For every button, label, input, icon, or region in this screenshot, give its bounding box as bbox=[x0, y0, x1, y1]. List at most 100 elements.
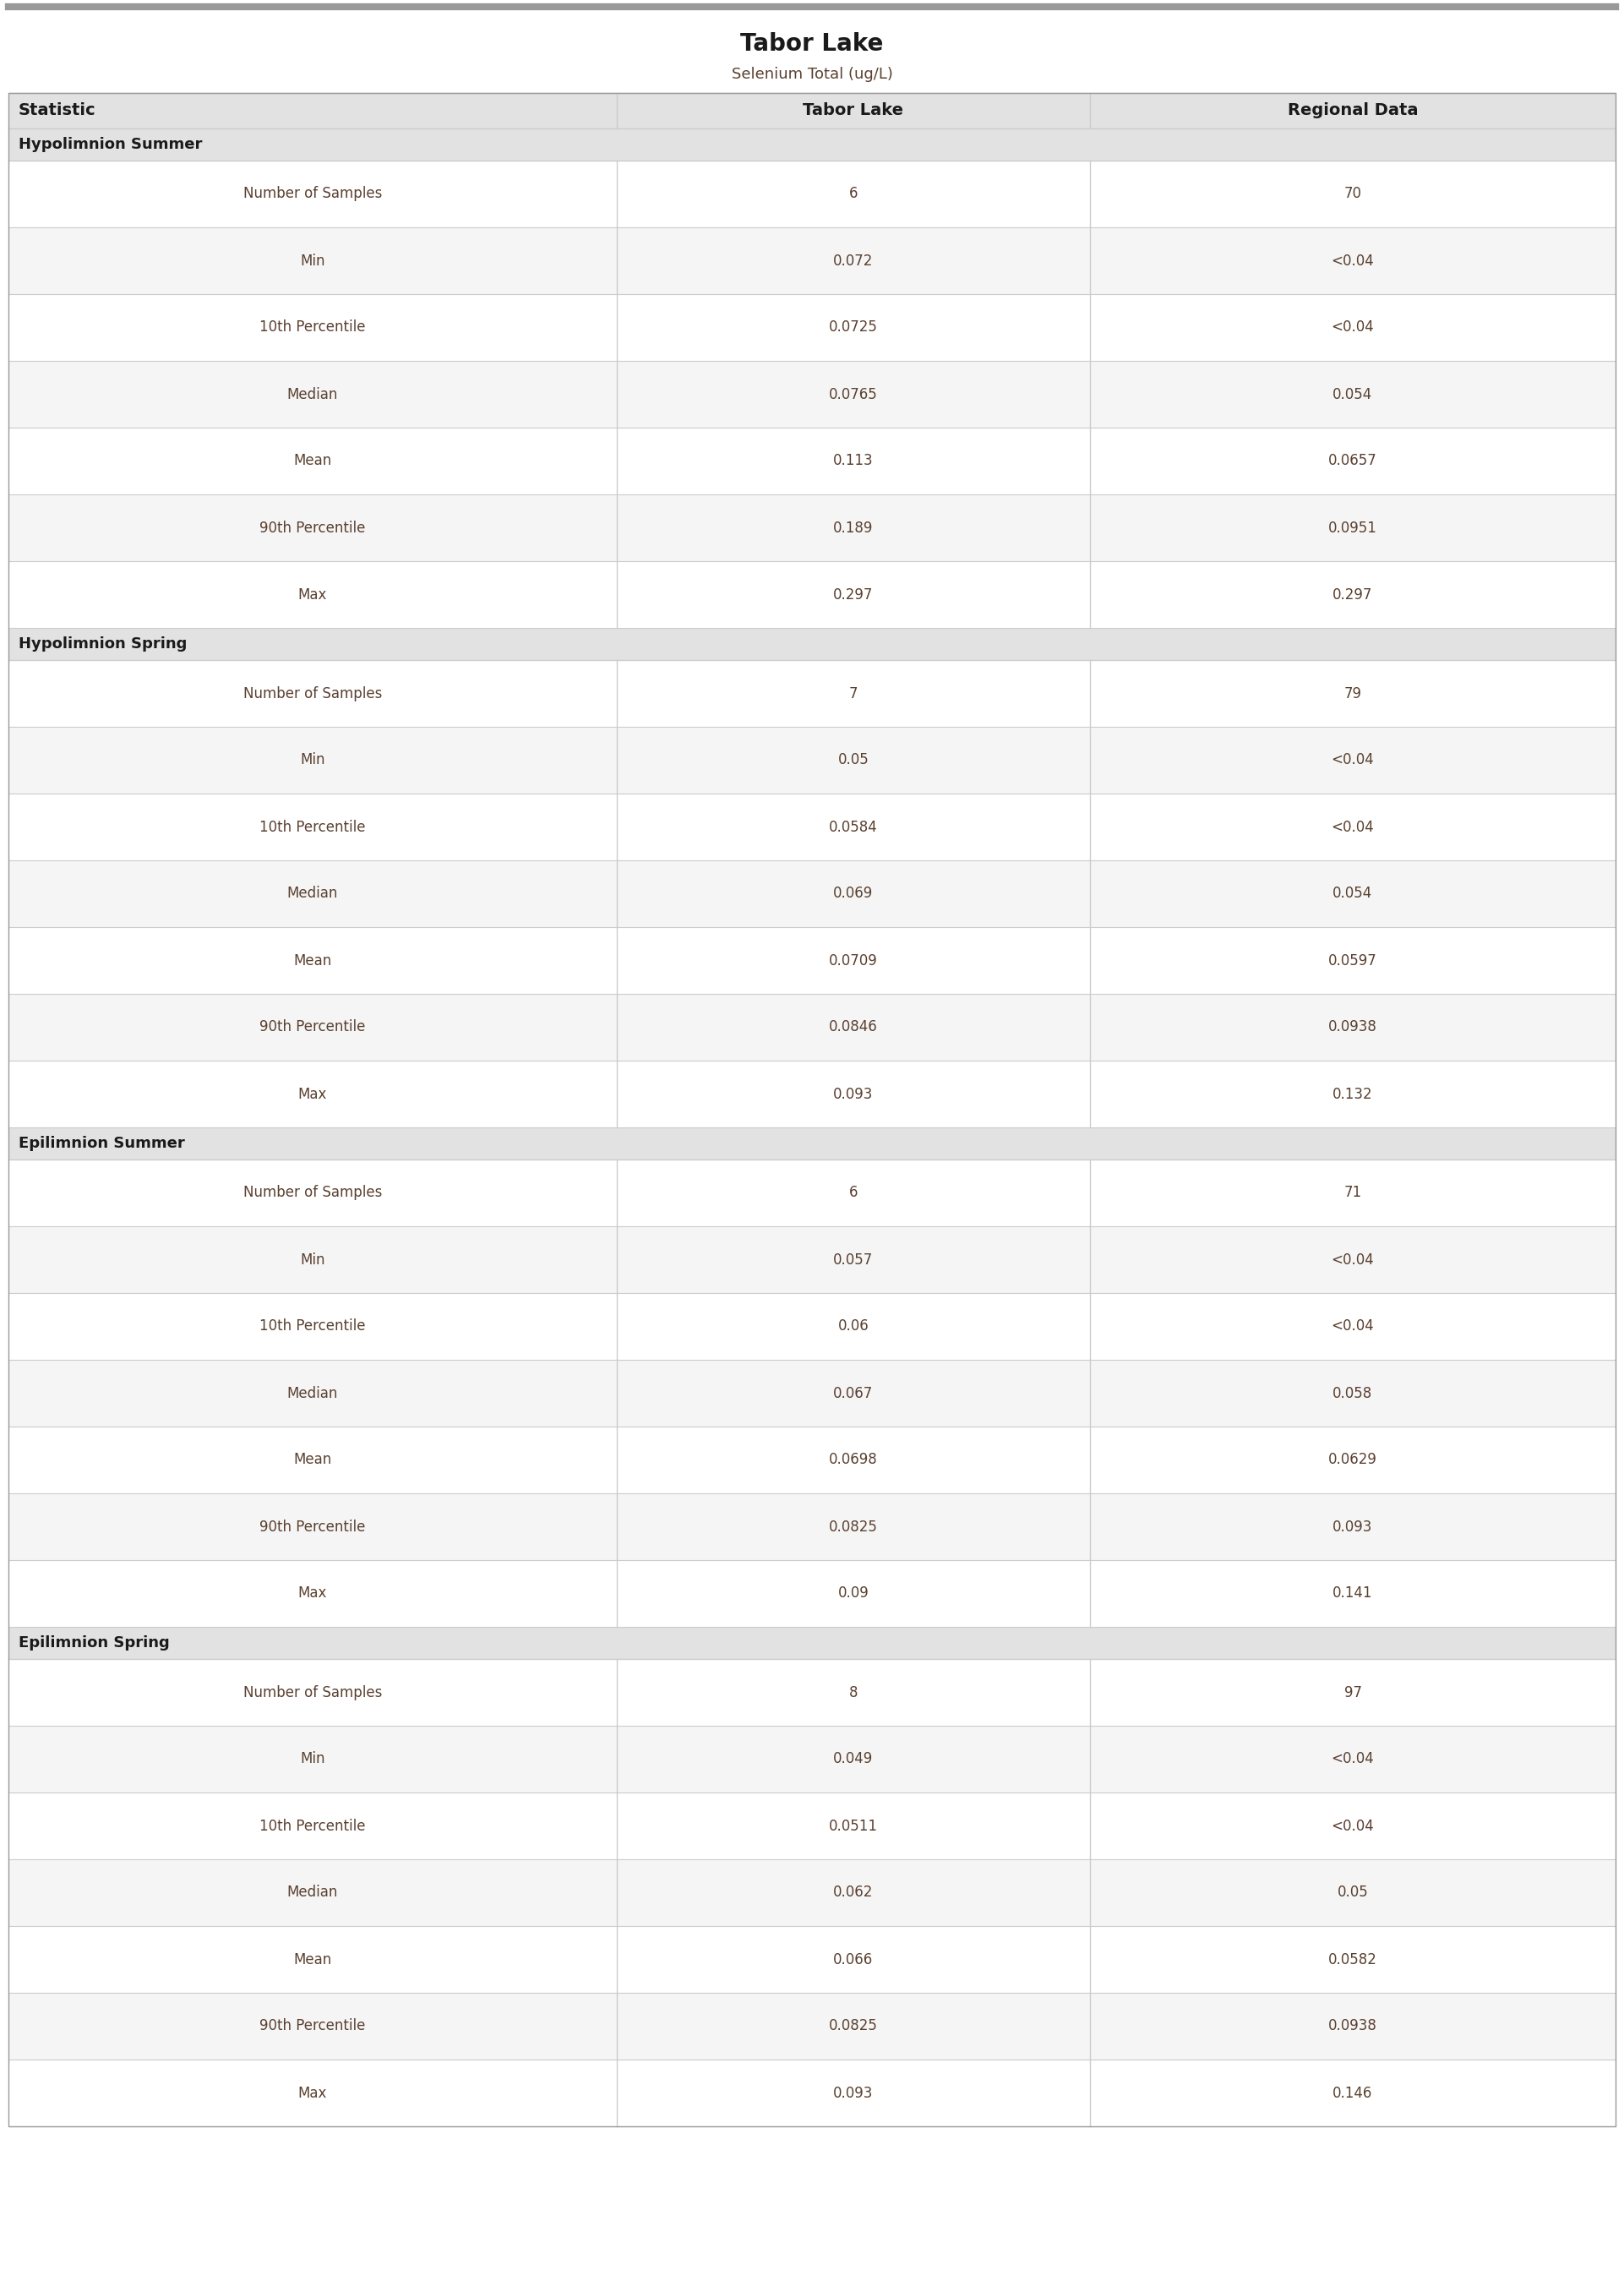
Text: 79: 79 bbox=[1345, 686, 1361, 701]
Bar bbox=[8, 1294, 1616, 1360]
Text: Mean: Mean bbox=[294, 953, 331, 967]
Text: 90th Percentile: 90th Percentile bbox=[260, 1519, 365, 1535]
Text: Selenium Total (ug/L): Selenium Total (ug/L) bbox=[731, 66, 893, 82]
Text: 0.066: 0.066 bbox=[833, 1952, 874, 1968]
Text: 0.0725: 0.0725 bbox=[828, 320, 879, 336]
Text: Max: Max bbox=[299, 1087, 326, 1101]
Text: Max: Max bbox=[299, 2086, 326, 2100]
Text: 0.054: 0.054 bbox=[1333, 885, 1372, 901]
Bar bbox=[8, 129, 1616, 161]
Bar bbox=[8, 93, 1616, 2127]
Text: 0.0938: 0.0938 bbox=[1328, 1019, 1377, 1035]
Bar bbox=[8, 1426, 1616, 1494]
Bar bbox=[8, 860, 1616, 926]
Text: 10th Percentile: 10th Percentile bbox=[260, 1319, 365, 1335]
Text: 0.0846: 0.0846 bbox=[828, 1019, 879, 1035]
Text: 90th Percentile: 90th Percentile bbox=[260, 520, 365, 536]
Bar bbox=[8, 629, 1616, 661]
Text: 0.06: 0.06 bbox=[838, 1319, 869, 1335]
Bar bbox=[8, 994, 1616, 1060]
Text: 97: 97 bbox=[1345, 1684, 1361, 1700]
Text: <0.04: <0.04 bbox=[1332, 819, 1374, 835]
Text: 0.0825: 0.0825 bbox=[828, 2018, 879, 2034]
Text: <0.04: <0.04 bbox=[1332, 254, 1374, 268]
Text: 0.093: 0.093 bbox=[1333, 1519, 1372, 1535]
Bar bbox=[8, 495, 1616, 561]
Text: <0.04: <0.04 bbox=[1332, 1818, 1374, 1834]
Text: 0.093: 0.093 bbox=[833, 2086, 874, 2100]
Text: Regional Data: Regional Data bbox=[1288, 102, 1418, 118]
Text: Mean: Mean bbox=[294, 1952, 331, 1968]
Text: Median: Median bbox=[287, 885, 338, 901]
Text: 0.069: 0.069 bbox=[833, 885, 874, 901]
Text: 0.054: 0.054 bbox=[1333, 386, 1372, 402]
Bar bbox=[8, 926, 1616, 994]
Bar bbox=[8, 726, 1616, 794]
Text: 0.146: 0.146 bbox=[1333, 2086, 1372, 2100]
Text: 0.0629: 0.0629 bbox=[1328, 1453, 1377, 1469]
Text: 0.057: 0.057 bbox=[833, 1253, 874, 1267]
Bar bbox=[8, 1628, 1616, 1659]
Text: Epilimnion Summer: Epilimnion Summer bbox=[18, 1135, 185, 1151]
Text: Max: Max bbox=[299, 588, 326, 602]
Text: 0.09: 0.09 bbox=[838, 1587, 869, 1600]
Text: 0.189: 0.189 bbox=[833, 520, 874, 536]
Text: Max: Max bbox=[299, 1587, 326, 1600]
Text: 6: 6 bbox=[849, 1185, 857, 1201]
Bar bbox=[8, 161, 1616, 227]
Bar bbox=[8, 1725, 1616, 1793]
Bar bbox=[8, 1925, 1616, 1993]
Text: 10th Percentile: 10th Percentile bbox=[260, 320, 365, 336]
Bar bbox=[8, 295, 1616, 361]
Text: Epilimnion Spring: Epilimnion Spring bbox=[18, 1634, 169, 1650]
Bar bbox=[8, 1993, 1616, 2059]
Text: Median: Median bbox=[287, 1385, 338, 1401]
Text: Number of Samples: Number of Samples bbox=[244, 1185, 382, 1201]
Text: 0.0584: 0.0584 bbox=[828, 819, 879, 835]
Text: 0.05: 0.05 bbox=[838, 754, 869, 767]
Bar bbox=[8, 1060, 1616, 1128]
Text: 0.049: 0.049 bbox=[833, 1752, 874, 1766]
Text: 0.067: 0.067 bbox=[833, 1385, 874, 1401]
Bar bbox=[8, 1360, 1616, 1426]
Text: 0.058: 0.058 bbox=[1333, 1385, 1372, 1401]
Bar bbox=[8, 227, 1616, 295]
Text: 90th Percentile: 90th Percentile bbox=[260, 1019, 365, 1035]
Text: Min: Min bbox=[300, 254, 325, 268]
Text: Number of Samples: Number of Samples bbox=[244, 686, 382, 701]
Text: Hypolimnion Spring: Hypolimnion Spring bbox=[18, 636, 187, 651]
Text: <0.04: <0.04 bbox=[1332, 320, 1374, 336]
Text: 10th Percentile: 10th Percentile bbox=[260, 1818, 365, 1834]
Text: 0.0698: 0.0698 bbox=[828, 1453, 879, 1469]
Bar bbox=[8, 1559, 1616, 1628]
Text: Min: Min bbox=[300, 1253, 325, 1267]
Text: Tabor Lake: Tabor Lake bbox=[804, 102, 903, 118]
Text: 0.297: 0.297 bbox=[1333, 588, 1372, 602]
Text: Median: Median bbox=[287, 1884, 338, 1900]
Text: 0.0938: 0.0938 bbox=[1328, 2018, 1377, 2034]
Bar bbox=[8, 1494, 1616, 1559]
Text: 90th Percentile: 90th Percentile bbox=[260, 2018, 365, 2034]
Text: <0.04: <0.04 bbox=[1332, 1253, 1374, 1267]
Text: Mean: Mean bbox=[294, 454, 331, 468]
Text: 0.072: 0.072 bbox=[833, 254, 874, 268]
Bar bbox=[8, 661, 1616, 726]
Bar bbox=[8, 1128, 1616, 1160]
Text: 0.0657: 0.0657 bbox=[1328, 454, 1377, 468]
Text: 0.0597: 0.0597 bbox=[1328, 953, 1377, 967]
Bar bbox=[8, 794, 1616, 860]
Text: Statistic: Statistic bbox=[18, 102, 96, 118]
Bar bbox=[8, 361, 1616, 427]
Text: <0.04: <0.04 bbox=[1332, 754, 1374, 767]
Text: 0.0765: 0.0765 bbox=[828, 386, 879, 402]
Text: 8: 8 bbox=[849, 1684, 857, 1700]
Text: 0.05: 0.05 bbox=[1337, 1884, 1369, 1900]
Text: Number of Samples: Number of Samples bbox=[244, 1684, 382, 1700]
Text: 70: 70 bbox=[1345, 186, 1361, 202]
Text: 6: 6 bbox=[849, 186, 857, 202]
Text: 0.0951: 0.0951 bbox=[1328, 520, 1377, 536]
Text: 10th Percentile: 10th Percentile bbox=[260, 819, 365, 835]
Text: Min: Min bbox=[300, 1752, 325, 1766]
Text: Min: Min bbox=[300, 754, 325, 767]
Text: 0.132: 0.132 bbox=[1333, 1087, 1372, 1101]
